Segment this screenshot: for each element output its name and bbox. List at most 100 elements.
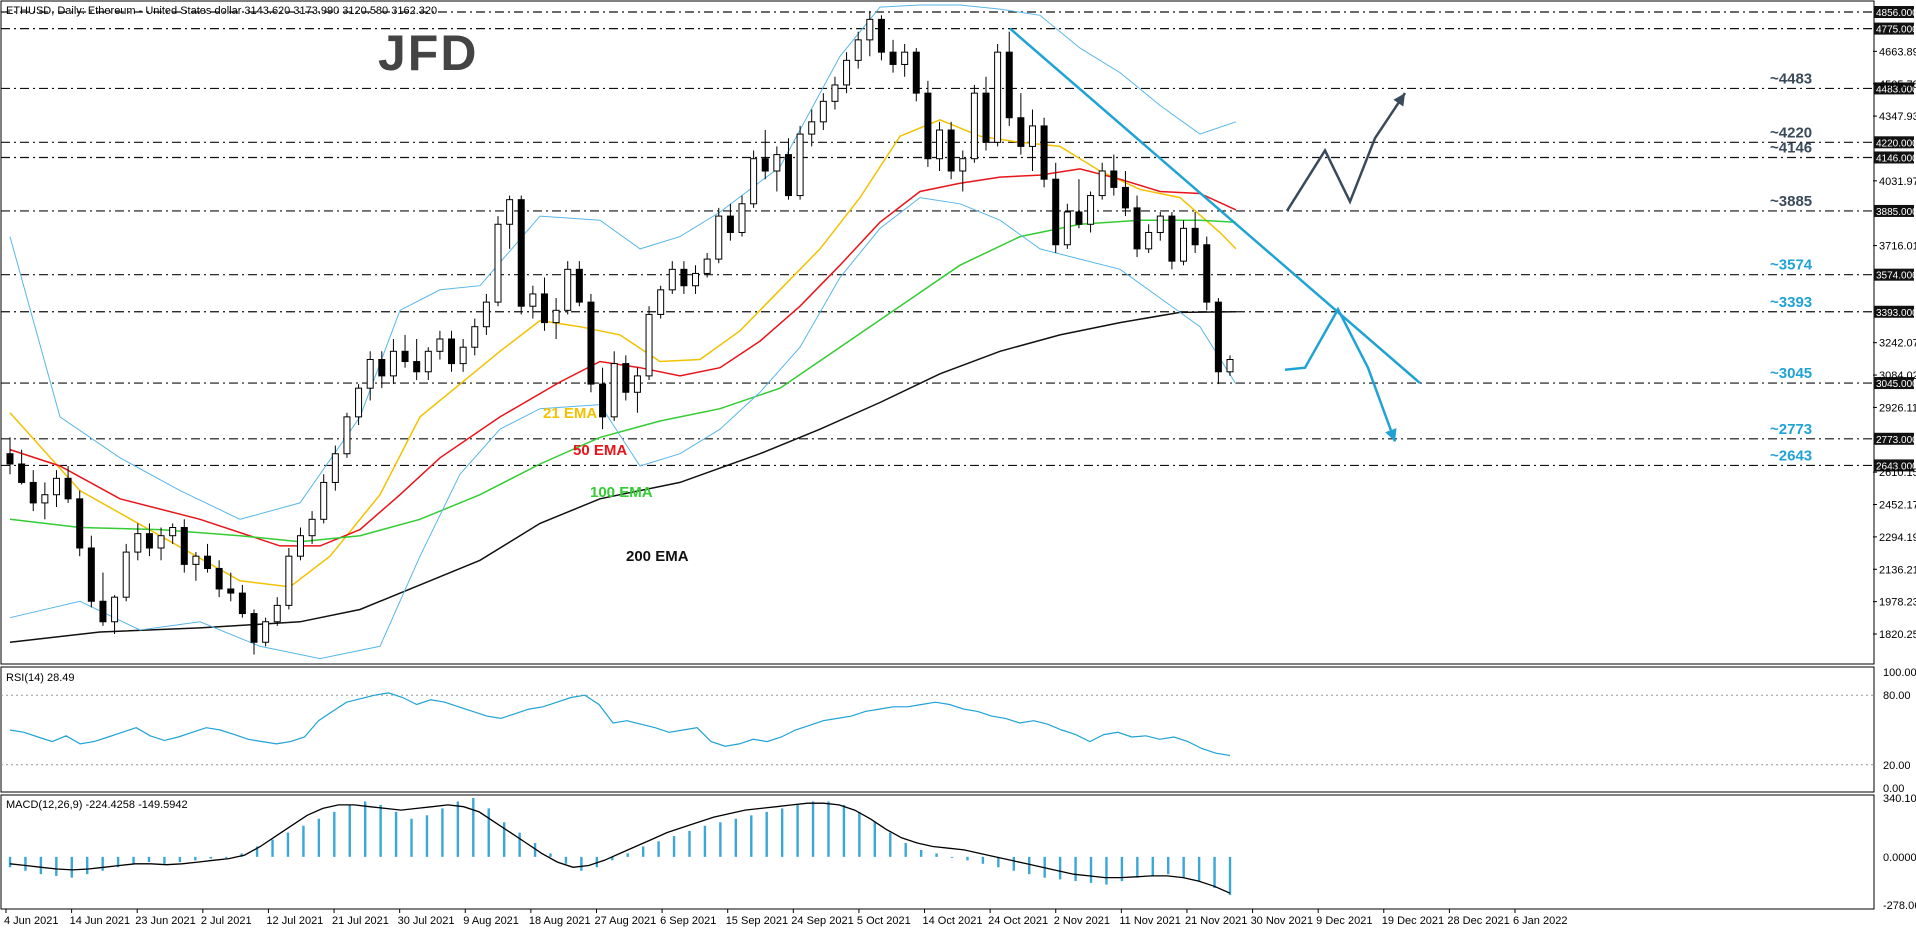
macd-histogram-bar xyxy=(1151,856,1154,876)
macd-histogram-bar xyxy=(441,808,444,857)
macd-histogram-bar xyxy=(348,804,351,857)
candle-up xyxy=(854,39,862,61)
candle-up xyxy=(157,535,165,549)
macd-histogram-bar xyxy=(302,825,305,857)
ema100-line xyxy=(9,219,1237,543)
candle-up xyxy=(564,268,572,311)
candle-up xyxy=(494,223,502,303)
candle-up xyxy=(366,358,374,389)
x-tick-label: 9 Aug 2021 xyxy=(463,915,519,927)
candle-up xyxy=(936,129,944,160)
macd-histogram-bar xyxy=(842,804,846,857)
candle-down xyxy=(87,547,95,602)
price-tick-label: 2610.150 xyxy=(1879,467,1916,479)
macd-histogram-bar xyxy=(780,808,784,857)
candle-up xyxy=(715,215,723,260)
bull_arrow-line xyxy=(1285,92,1407,212)
price-panel xyxy=(0,0,1875,665)
candle-up xyxy=(668,268,676,291)
candle-down xyxy=(924,92,932,160)
macd-histogram-bar xyxy=(132,856,135,864)
candle-up xyxy=(633,375,641,393)
candle-up xyxy=(355,387,363,418)
macd-histogram-bar xyxy=(86,856,89,875)
candle-up xyxy=(703,258,711,274)
level-tag: 4775.000 xyxy=(1876,25,1916,36)
candle-up xyxy=(308,518,316,537)
candle-up xyxy=(320,481,328,520)
candle-up xyxy=(424,350,432,373)
candle-up xyxy=(41,494,49,504)
macd-histogram-bar xyxy=(657,841,660,857)
candle-down xyxy=(448,338,456,365)
macd-histogram-bar xyxy=(1167,856,1170,875)
macd-histogram-bar xyxy=(317,818,321,857)
candle-down xyxy=(1214,301,1222,373)
macd-histogram-bar xyxy=(55,856,58,876)
macd-histogram-bar xyxy=(997,856,1000,868)
candle-down xyxy=(250,613,258,643)
x-tick-label: 12 Jul 2021 xyxy=(266,915,323,927)
level-tag-box xyxy=(1874,377,1914,390)
candle-down xyxy=(912,51,920,94)
macd-histogram-bar xyxy=(966,856,969,861)
macd-signal-line xyxy=(9,802,1231,894)
level-tag-box xyxy=(1874,82,1914,95)
macd-title: MACD(12,26,9) -224.4258 -149.5942 xyxy=(6,799,188,811)
level-tag-box xyxy=(1874,432,1914,445)
candle-down xyxy=(517,199,525,307)
candle-up xyxy=(459,346,467,365)
price-tick-label: 1820.250 xyxy=(1879,629,1916,641)
candle-down xyxy=(784,154,792,197)
level-tag-box xyxy=(1874,459,1914,472)
x-tick-label: 19 Dec 2021 xyxy=(1382,915,1444,927)
macd-histogram-bar xyxy=(919,849,923,857)
macd-histogram-bar xyxy=(734,818,738,857)
x-tick-label: 30 Nov 2021 xyxy=(1251,915,1313,927)
candle-up xyxy=(738,203,746,233)
candle-up xyxy=(471,326,479,348)
macd-histogram-bar xyxy=(456,801,460,857)
macd-histogram-bar xyxy=(1074,856,1077,882)
candle-down xyxy=(18,463,26,483)
candle-up xyxy=(436,338,444,352)
candle-down xyxy=(76,498,84,549)
rsi-axis-label: 20.00 xyxy=(1883,760,1911,772)
level-tag: 3574.000 xyxy=(1876,271,1916,282)
candle-up xyxy=(831,84,839,102)
level-label: ~4483 xyxy=(1770,70,1812,87)
macd-histogram-bar xyxy=(178,856,182,863)
macd-axis-label: 340.1087 xyxy=(1883,793,1916,805)
price-tick-label: 2926.110 xyxy=(1879,402,1916,414)
price-tick-label: 4505.780 xyxy=(1879,79,1916,91)
candle-up xyxy=(808,121,816,135)
x-tick-label: 24 Sep 2021 xyxy=(791,915,853,927)
macd-histogram-bar xyxy=(533,843,537,857)
x-tick-label: 18 Aug 2021 xyxy=(529,915,591,927)
ema-label: 100 EMA xyxy=(590,484,653,501)
macd-histogram-bar xyxy=(580,856,583,871)
candle-down xyxy=(587,301,595,385)
level-label: ~4220 xyxy=(1770,124,1812,141)
level-tag: 2773.000 xyxy=(1876,435,1916,446)
x-tick-label: 24 Oct 2021 xyxy=(988,915,1048,927)
candle-up xyxy=(192,555,200,565)
macd-histogram-bar xyxy=(611,856,614,861)
candle-up xyxy=(959,158,967,172)
macd-histogram-bar xyxy=(394,811,398,857)
candle-down xyxy=(378,358,386,377)
candle-down xyxy=(145,533,153,549)
macd-histogram-bar xyxy=(750,815,753,857)
candle-down xyxy=(1075,211,1083,225)
candle-down xyxy=(413,361,421,373)
x-tick-label: 5 Oct 2021 xyxy=(857,915,911,927)
macd-histogram-bar xyxy=(564,856,568,864)
level-tag-box xyxy=(1874,22,1914,35)
candle-up xyxy=(506,199,514,225)
macd-histogram-bar xyxy=(225,856,228,858)
macd-histogram-bar xyxy=(935,853,938,857)
candle-down xyxy=(29,481,37,504)
candle-down xyxy=(204,555,212,569)
x-tick-label: 14 Jun 2021 xyxy=(70,915,131,927)
